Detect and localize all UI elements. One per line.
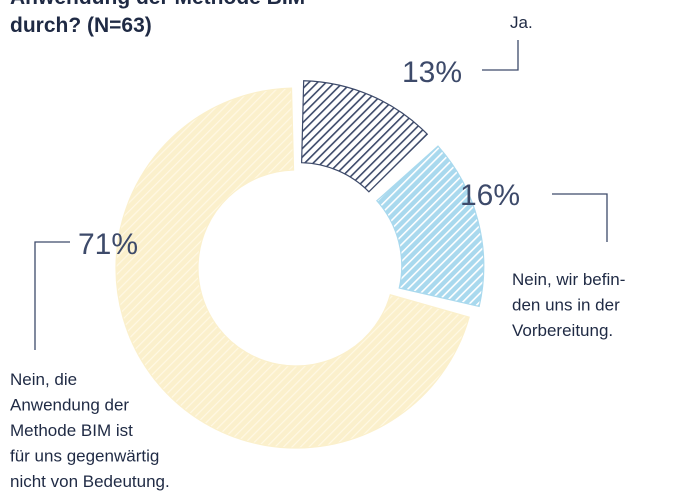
category-label: Anwendung der: [10, 396, 129, 415]
value-label: 71%: [78, 228, 138, 261]
donut-segment: [115, 87, 470, 449]
category-label: nicht von Bedeutung.: [10, 472, 170, 491]
leader-line: [552, 193, 608, 242]
category-label: Vorbereitung.: [512, 321, 613, 340]
value-label: 16%: [460, 179, 520, 212]
donut-segment: [301, 80, 429, 193]
category-label: Nein, wir befin-: [512, 270, 625, 289]
chart-title: durch? (N=63): [10, 14, 152, 37]
category-label: Ja.: [510, 13, 533, 32]
category-label: für uns gegenwärtig: [10, 447, 159, 466]
leader-line: [482, 40, 519, 71]
category-label: Nein, die: [10, 370, 77, 389]
category-label: den uns in der: [512, 296, 620, 315]
value-label: 13%: [402, 56, 462, 89]
category-label: Methode BIM ist: [10, 421, 133, 440]
chart-title: Anwendung der Methode BIM: [10, 0, 305, 9]
donut-segment: [375, 145, 485, 308]
leader-line: [34, 241, 70, 350]
